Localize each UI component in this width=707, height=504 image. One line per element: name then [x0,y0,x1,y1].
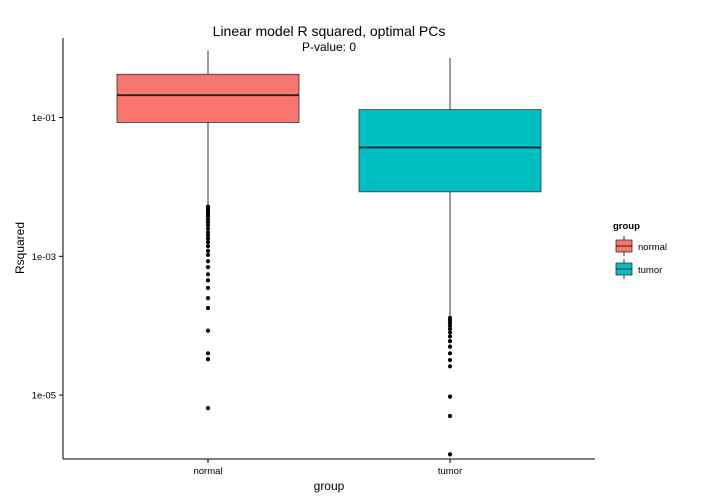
outlier-point [447,326,453,331]
outlier-point [205,220,211,225]
outlier-point [205,351,211,356]
outlier-point [205,252,211,257]
outlier-point [205,328,211,333]
outlier-point [447,330,453,335]
y-axis-label: Rsquared [13,222,27,274]
x-tick-label: normal [193,466,222,477]
legend-item-normal: normal [615,236,667,256]
outlier-point [447,452,453,457]
outlier-point [205,226,211,231]
chart-subtitle: P-value: 0 [302,40,356,54]
legend-label: normal [638,242,667,253]
outlier-point [447,323,453,328]
legend-item-tumor: tumor [615,259,662,279]
x-tick-label: tumor [438,466,462,477]
box-layer [116,50,542,457]
box-tumor [358,58,542,457]
outlier-point [205,295,211,301]
outlier-point [205,230,211,235]
outlier-point [205,272,211,277]
outlier-point [205,264,211,270]
outlier-point [447,413,453,419]
outlier-point [205,233,211,238]
outlier-point [447,394,453,399]
outlier-point [205,240,211,245]
outlier-point [447,334,453,339]
box-iqr [116,73,300,123]
y-axis-ticks: 1e-01 1e-03 1e-05 [32,113,63,402]
y-tick-label: 1e-05 [32,391,56,402]
outlier-point [205,405,211,411]
y-tick-label: 1e-01 [32,113,56,124]
outlier-point [447,351,453,356]
outlier-point [447,357,453,363]
outlier-point [447,339,453,344]
chart-title: Linear model R squared, optimal PCs [213,23,446,39]
outlier-point [205,305,211,311]
legend-label: tumor [638,265,662,276]
outlier-point [205,236,211,241]
outlier-point [205,244,211,249]
x-axis-ticks: normal tumor [193,459,462,477]
outlier-point [205,357,211,362]
outlier-point [205,223,211,228]
legend-title: group [613,221,640,232]
outlier-point [205,259,211,264]
box-iqr [358,109,542,193]
outlier-point [447,344,453,349]
outlier-point [447,364,453,369]
outlier-point [447,320,453,325]
legend: group normal tumor [613,221,667,279]
outlier-point [205,285,211,291]
outlier-point [205,278,211,283]
outlier-point [205,248,211,253]
x-axis-label: group [314,479,345,493]
y-tick-label: 1e-03 [32,252,56,263]
box-normal [116,50,300,411]
